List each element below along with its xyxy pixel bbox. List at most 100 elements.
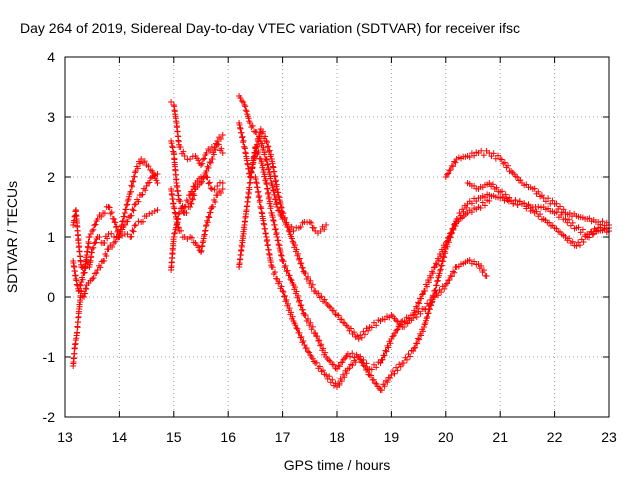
data-point-interp [180, 148, 187, 155]
data-point-interp [178, 227, 185, 234]
data-point-interp [151, 172, 158, 179]
x-tick-label: 15 [166, 429, 182, 445]
data-point-interp [146, 179, 153, 186]
data-point-interp [170, 148, 177, 155]
data-point-interp [265, 189, 272, 196]
data-point-interp [259, 162, 266, 169]
data-point-interp [189, 196, 196, 203]
data-point-interp [286, 305, 293, 312]
data-point-interp [129, 227, 136, 234]
data-point-interp [442, 250, 449, 257]
data-point-interp [391, 370, 398, 377]
data-point-interp [210, 151, 217, 158]
data-point-interp [125, 196, 132, 203]
data-point-interp [98, 213, 105, 220]
data-point-interp [271, 269, 278, 276]
data-point [138, 156, 145, 162]
data-point-interp [481, 202, 488, 209]
data-point-interp [268, 151, 275, 158]
data-point [486, 198, 493, 204]
data-point-interp [174, 215, 181, 222]
data-point [154, 207, 161, 213]
data-point-interp [575, 224, 582, 231]
data-point-interp [447, 234, 454, 241]
data-point-interp [373, 364, 380, 371]
data-point-interp [449, 225, 456, 232]
data-point-interp [293, 246, 300, 253]
data-point-interp [379, 356, 386, 363]
data-point-interp [244, 199, 251, 206]
data-point-interp [217, 189, 224, 196]
data-point-interp [360, 362, 367, 369]
data-point-interp [435, 274, 442, 281]
data-point-interp [381, 383, 388, 390]
data-point-interp [294, 326, 301, 333]
data-point [89, 246, 96, 252]
data-point-interp [276, 278, 283, 285]
data-point-interp [389, 333, 396, 340]
data-point-interp [106, 204, 113, 211]
data-point-interp [372, 380, 379, 387]
data-point-interp [177, 198, 184, 205]
x-tick-label: 18 [329, 429, 345, 445]
data-point-interp [204, 217, 211, 224]
data-point-interp [266, 148, 272, 155]
data-point-interp [383, 348, 390, 355]
data-point-interp [303, 345, 310, 352]
data-point [198, 174, 204, 180]
data-point-interp [245, 115, 252, 122]
data-point-interp [309, 281, 316, 288]
data-point-interp [289, 313, 296, 320]
data-point-interp [512, 197, 519, 204]
data-point-interp [188, 234, 195, 241]
data-point-interp [123, 206, 130, 213]
data-point-interp [339, 359, 346, 366]
data-point-interp [336, 381, 343, 388]
data-point [442, 282, 449, 288]
data-point-interp [569, 238, 576, 245]
data-point-interp [466, 256, 473, 263]
y-tick-label: -2 [43, 409, 56, 425]
data-point-interp [450, 225, 457, 232]
data-point-interp [83, 286, 90, 293]
data-point-interp [295, 256, 302, 263]
data-point-interp [130, 228, 137, 235]
data-point-interp [471, 152, 478, 159]
x-tick-label: 16 [220, 429, 236, 445]
data-point-interp [199, 160, 206, 167]
data-point-interp [189, 188, 196, 195]
data-point-interp [478, 147, 485, 154]
data-point [344, 324, 351, 330]
data-point [323, 222, 330, 228]
data-point-interp [425, 310, 432, 317]
data-point-interp [184, 198, 191, 205]
data-point-interp [423, 315, 430, 322]
x-tick-label: 21 [492, 429, 508, 445]
data-point-interp [537, 211, 544, 218]
data-point-interp [134, 165, 141, 172]
data-point-interp [272, 172, 279, 179]
data-point-interp [175, 211, 182, 218]
data-point-interp [418, 332, 425, 339]
data-point-interp [425, 279, 432, 286]
data-point-interp [207, 147, 214, 154]
data-point-interp [321, 296, 328, 303]
data-point-interp [137, 160, 144, 167]
data-point-interp [129, 178, 136, 185]
data-point-interp [81, 269, 88, 276]
data-point-interp [205, 180, 212, 187]
data-point-interp [412, 344, 419, 351]
x-tick-label: 13 [57, 429, 73, 445]
data-point-interp [302, 270, 309, 277]
data-point-interp [437, 266, 444, 273]
data-point-interp [510, 200, 517, 207]
data-point [214, 183, 221, 189]
data-point-interp [580, 239, 587, 246]
data-point-interp [85, 244, 92, 251]
data-point-interp [434, 278, 441, 285]
data-point-interp [132, 169, 139, 176]
grid [65, 57, 609, 417]
data-point-interp [447, 166, 454, 173]
data-point [410, 348, 417, 354]
data-point-interp [368, 324, 375, 331]
